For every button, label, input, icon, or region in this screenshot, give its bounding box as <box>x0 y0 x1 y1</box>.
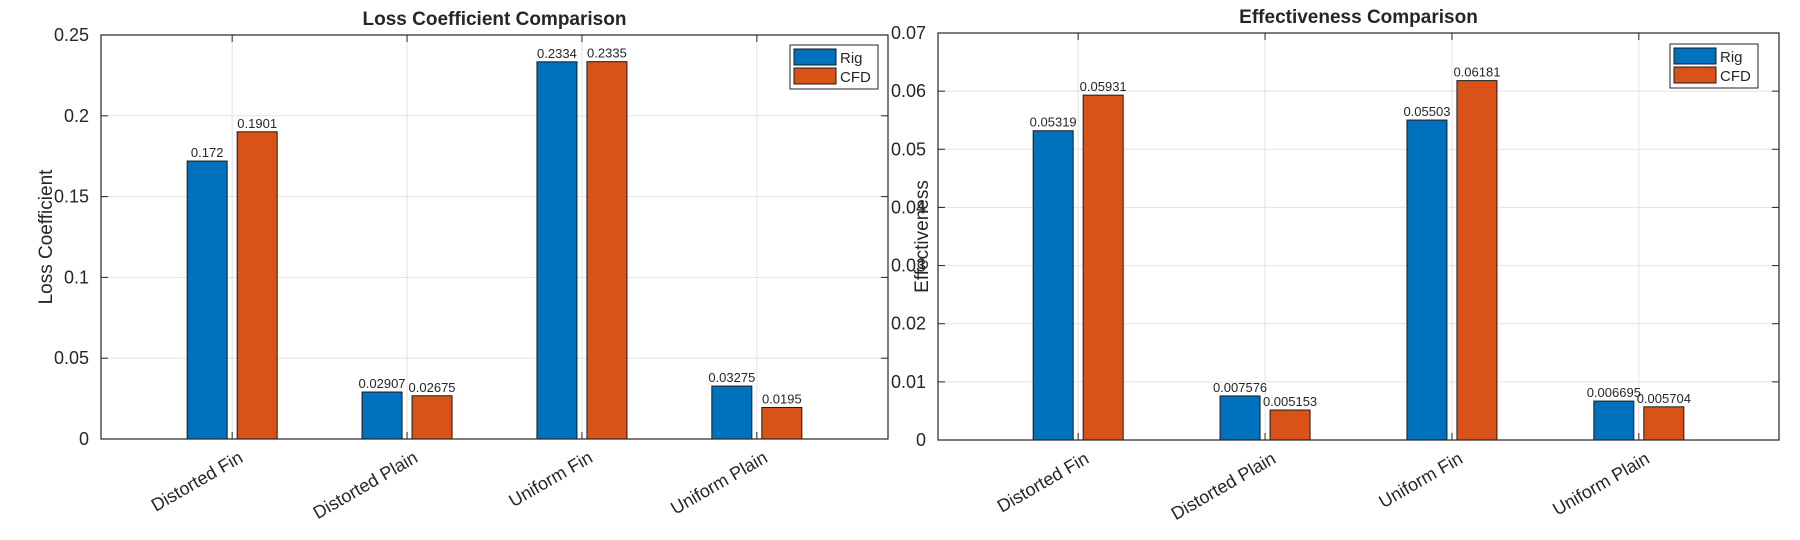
bar-cfd-1 <box>236 131 278 440</box>
y-tick-label: 0.02 <box>891 314 926 334</box>
y-tick-label: 0 <box>916 430 926 450</box>
bar-rig-4 <box>1593 400 1635 441</box>
legend-swatch-cfd <box>1673 66 1717 84</box>
legend-label-rig: Rig <box>1720 49 1743 66</box>
bar-rig-1 <box>186 160 228 440</box>
bar-rig-1 <box>1032 130 1074 441</box>
data-label: 0.06181 <box>1453 65 1500 80</box>
legend: Rig CFD <box>1669 43 1759 89</box>
bar-rig-4 <box>711 385 753 440</box>
data-label: 0.005704 <box>1637 391 1691 406</box>
y-tick-label: 0.06 <box>891 81 926 101</box>
x-tick-label: Uniform Plain <box>667 447 771 518</box>
legend-swatch-rig <box>793 48 837 66</box>
data-label: 0.02907 <box>359 376 406 391</box>
y-axis-label: Loss Coefficient <box>36 169 57 305</box>
data-label: 0.172 <box>191 145 224 160</box>
y-axis-label: Effectiveness <box>912 180 933 293</box>
legend-label-rig: Rig <box>840 50 863 67</box>
legend: Rig CFD <box>789 44 879 90</box>
y-tick-label: 0.05 <box>54 348 89 368</box>
data-label: 0.05503 <box>1403 104 1450 119</box>
data-label: 0.1901 <box>237 116 277 131</box>
bar-cfd-4 <box>761 406 803 440</box>
bar-rig-3 <box>1406 119 1448 441</box>
data-label: 0.05319 <box>1030 115 1077 130</box>
chart-title: Effectiveness Comparison <box>1239 7 1478 28</box>
data-label: 0.006695 <box>1587 385 1641 400</box>
chart-panel-2: 0 0.01 0.02 0.03 0.04 0.05 0.06 0.07 0.05319 0.00… <box>891 7 1780 524</box>
y-tick-label: 0 <box>79 429 89 449</box>
data-label: 0.03275 <box>708 370 755 385</box>
y-tick-label: 0.05 <box>891 139 926 159</box>
y-tick-label: 0.2 <box>64 106 89 126</box>
y-tick-label: 0.15 <box>54 187 89 207</box>
y-tick-label: 0.25 <box>54 25 89 45</box>
bar-rig-2 <box>1219 395 1261 441</box>
axes-box <box>100 34 889 440</box>
x-tick-label: Uniform Fin <box>505 447 596 511</box>
bar-rig-2 <box>361 391 403 440</box>
x-tick-label: Distorted Fin <box>994 448 1092 516</box>
chart-panel-1: 0 0.05 0.1 0.15 0.2 0.25 0.172 0.02907 0.2334 0.0… <box>36 9 889 523</box>
bar-cfd-3 <box>586 61 628 440</box>
legend-label-cfd: CFD <box>840 69 871 86</box>
y-tick-label: 0.07 <box>891 23 926 43</box>
legend-swatch-cfd <box>793 67 837 85</box>
x-tick-label: Distorted Fin <box>148 447 246 515</box>
bar-cfd-3 <box>1456 80 1498 441</box>
legend-label-cfd: CFD <box>1720 68 1751 85</box>
axes-box <box>937 32 1780 441</box>
bar-cfd-4 <box>1643 406 1685 441</box>
x-tick-label: Uniform Fin <box>1375 448 1466 512</box>
y-tick-label: 0.03 <box>891 256 926 276</box>
y-tick-label: 0.04 <box>891 197 926 217</box>
y-tick-label: 0.01 <box>891 372 926 392</box>
y-tick-label: 0.1 <box>64 267 89 287</box>
data-label: 0.2334 <box>537 46 577 61</box>
x-tick-label: Distorted Plain <box>310 447 421 523</box>
x-tick-label: Distorted Plain <box>1168 448 1279 524</box>
data-label: 0.007576 <box>1213 380 1267 395</box>
bar-cfd-1 <box>1082 94 1124 441</box>
data-label: 0.005153 <box>1263 394 1317 409</box>
data-label: 0.02675 <box>409 380 456 395</box>
x-tick-label: Uniform Plain <box>1549 448 1653 519</box>
legend-swatch-rig <box>1673 47 1717 65</box>
data-label: 0.05931 <box>1080 79 1127 94</box>
chart-title: Loss Coefficient Comparison <box>363 9 627 30</box>
data-label: 0.0195 <box>762 391 802 406</box>
bar-rig-3 <box>536 61 578 440</box>
bar-cfd-2 <box>411 395 453 440</box>
data-label: 0.2335 <box>587 46 627 61</box>
bar-cfd-2 <box>1269 409 1311 441</box>
